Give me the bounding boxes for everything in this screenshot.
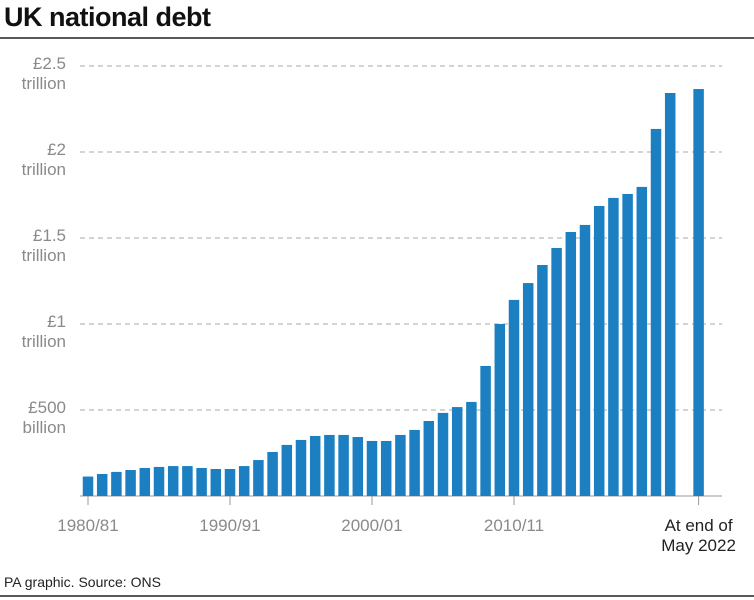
- bar: [466, 401, 477, 496]
- x-tick-label: 1990/91: [199, 516, 261, 535]
- bar: [480, 365, 491, 496]
- bar: [522, 283, 534, 496]
- bar: [281, 444, 293, 496]
- bar: [196, 467, 207, 496]
- y-tick-label: £2 trillion: [21, 140, 66, 179]
- bar: [593, 206, 605, 496]
- bar: [352, 437, 364, 496]
- bar: [551, 247, 562, 496]
- bar: [210, 468, 222, 496]
- y-tick-label: £1.5 trillion: [21, 226, 66, 265]
- bar: [338, 434, 349, 496]
- bar: [409, 429, 420, 496]
- bar: [125, 470, 136, 496]
- bar: [267, 451, 278, 496]
- bar: [693, 89, 704, 496]
- bar: [579, 224, 591, 497]
- bar: [153, 466, 165, 496]
- y-tick-label: £1 trillion: [21, 312, 66, 351]
- bar: [253, 460, 264, 496]
- bar: [82, 476, 94, 496]
- bar: [96, 473, 108, 496]
- x-tick-label: 1980/81: [57, 516, 119, 535]
- bar: [224, 468, 236, 496]
- bar: [650, 128, 662, 496]
- bar: [508, 299, 520, 496]
- y-tick-label: £2.5 trillion: [21, 54, 66, 93]
- bar: [366, 440, 378, 496]
- x-tick-label: 2000/01: [341, 516, 403, 535]
- bar: [423, 421, 435, 496]
- bar: [537, 265, 548, 496]
- bar: [437, 412, 449, 496]
- bar: [622, 193, 633, 496]
- x-tick-label: 2010/11: [483, 516, 545, 535]
- bar: [608, 197, 619, 496]
- bar: [167, 466, 179, 496]
- bar: [238, 466, 250, 496]
- x-tick-label: At end of May 2022: [661, 516, 736, 555]
- bar: [494, 324, 506, 496]
- bar: [664, 93, 676, 496]
- chart-title: UK national debt: [4, 2, 211, 32]
- bar: [395, 434, 406, 496]
- bar: [139, 467, 151, 496]
- bar: [636, 186, 648, 496]
- bar: [111, 471, 122, 496]
- bar: [324, 434, 335, 496]
- bar: [380, 440, 392, 496]
- y-tick-label: £500 billion: [22, 398, 66, 437]
- bar: [182, 466, 193, 496]
- bar: [309, 435, 321, 496]
- bar: [295, 439, 307, 496]
- bar: [565, 231, 577, 497]
- bar: [451, 407, 463, 496]
- source-note: PA graphic. Source: ONS: [4, 574, 161, 590]
